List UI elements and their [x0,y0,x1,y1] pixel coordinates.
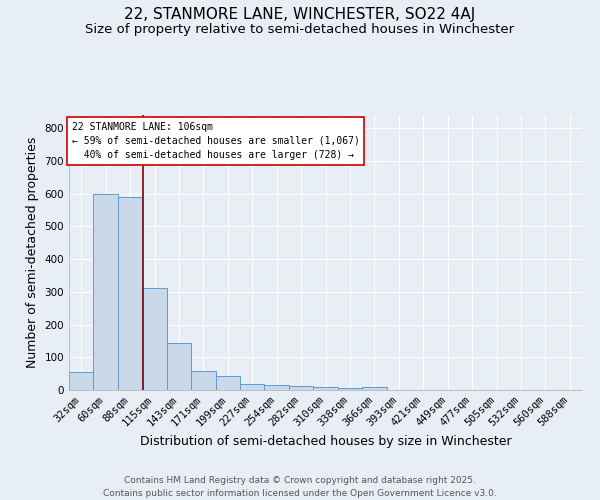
Bar [313,388,338,390]
Bar [94,194,118,390]
Bar [167,343,191,390]
Text: 22, STANMORE LANE, WINCHESTER, SO22 4AJ: 22, STANMORE LANE, WINCHESTER, SO22 4AJ [124,8,476,22]
Bar [118,197,142,390]
Text: Contains HM Land Registry data © Crown copyright and database right 2025.
Contai: Contains HM Land Registry data © Crown c… [103,476,497,498]
Bar [362,387,386,390]
Bar [289,386,313,390]
Text: 22 STANMORE LANE: 106sqm
← 59% of semi-detached houses are smaller (1,067)
  40%: 22 STANMORE LANE: 106sqm ← 59% of semi-d… [71,122,359,160]
X-axis label: Distribution of semi-detached houses by size in Winchester: Distribution of semi-detached houses by … [140,436,511,448]
Y-axis label: Number of semi-detached properties: Number of semi-detached properties [26,137,39,368]
Bar [240,384,265,390]
Bar [142,288,167,390]
Bar [338,388,362,390]
Bar [265,385,289,390]
Bar [69,372,94,390]
Bar [215,376,240,390]
Bar [191,372,215,390]
Text: Size of property relative to semi-detached houses in Winchester: Size of property relative to semi-detach… [85,22,515,36]
